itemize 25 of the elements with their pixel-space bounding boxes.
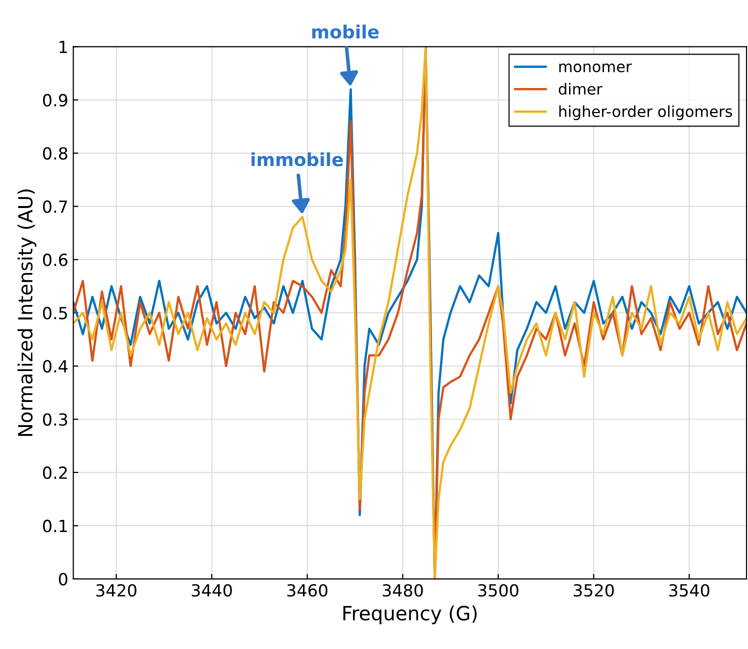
x-tick-label: 3460 (287, 584, 328, 597)
legend-label: higher-order oligomers (559, 105, 732, 120)
x-tick-label: 3500 (478, 584, 518, 597)
annotation: mobile (312, 24, 379, 39)
y-tick-label: 1 (60, 40, 67, 54)
x-tick-label: 3520 (574, 584, 614, 597)
y-tick-label: 0.2 (43, 466, 67, 480)
y-tick-label: 0.1 (43, 520, 67, 532)
y-tick-label: 0.4 (43, 360, 68, 373)
x-tick-label: 3420 (96, 584, 136, 597)
y-tick-label: 0.7 (43, 200, 68, 213)
y-tick-label: 0.5 (43, 306, 67, 320)
y-tick-label: 0 (58, 572, 68, 586)
y-tick-label: 0.9 (43, 94, 68, 107)
y-tick-label: 0.3 (43, 413, 68, 426)
x-tick-label: 3540 (669, 584, 710, 597)
y-tick-label: 0.8 (43, 147, 68, 160)
annotation: immobile (252, 152, 343, 166)
y-axis-title: Normalized Intensity (AU) (18, 190, 36, 436)
y-tick-label: 0.6 (43, 254, 68, 266)
legend-label: dimer (558, 82, 602, 95)
legend-label: monomer (559, 64, 632, 72)
x-tick-label: 3440 (192, 584, 232, 597)
x-axis-title: Frequency (G) (343, 605, 477, 624)
x-tick-label: 3480 (382, 584, 423, 597)
